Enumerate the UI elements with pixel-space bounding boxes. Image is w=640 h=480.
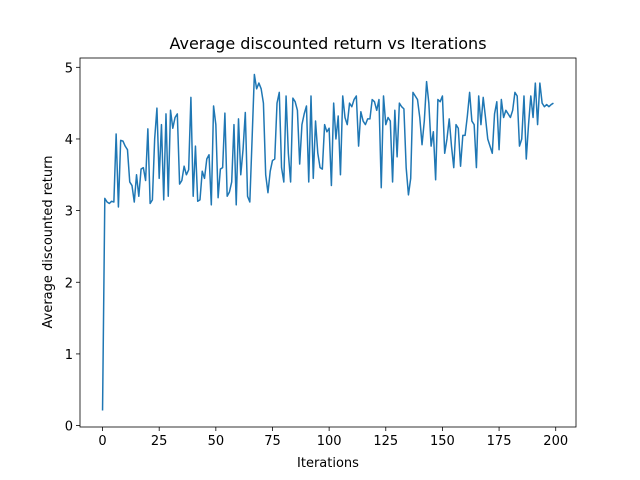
chart-title: Average discounted return vs Iterations xyxy=(169,34,486,53)
y-axis-label: Average discounted return xyxy=(41,156,56,329)
x-tick-label: 175 xyxy=(487,434,512,449)
x-tick-label: 150 xyxy=(430,434,455,449)
x-tick-label: 100 xyxy=(317,434,342,449)
y-tick-label: 0 xyxy=(65,420,73,435)
x-tick-label: 200 xyxy=(543,434,568,449)
x-tick-label: 0 xyxy=(98,434,106,449)
y-tick-label: 5 xyxy=(65,61,73,76)
y-tick-label: 4 xyxy=(65,133,73,148)
y-tick-label: 2 xyxy=(65,276,73,291)
data-line xyxy=(101,73,554,411)
x-tick-label: 25 xyxy=(151,434,168,449)
y-tick-label: 3 xyxy=(65,205,73,220)
y-tick-label: 1 xyxy=(65,348,73,363)
x-tick-label: 50 xyxy=(208,434,225,449)
x-axis-label: Iterations xyxy=(297,456,359,471)
plot-frame xyxy=(79,57,577,428)
x-tick-label: 125 xyxy=(373,434,398,449)
x-tick-label: 75 xyxy=(264,434,281,449)
